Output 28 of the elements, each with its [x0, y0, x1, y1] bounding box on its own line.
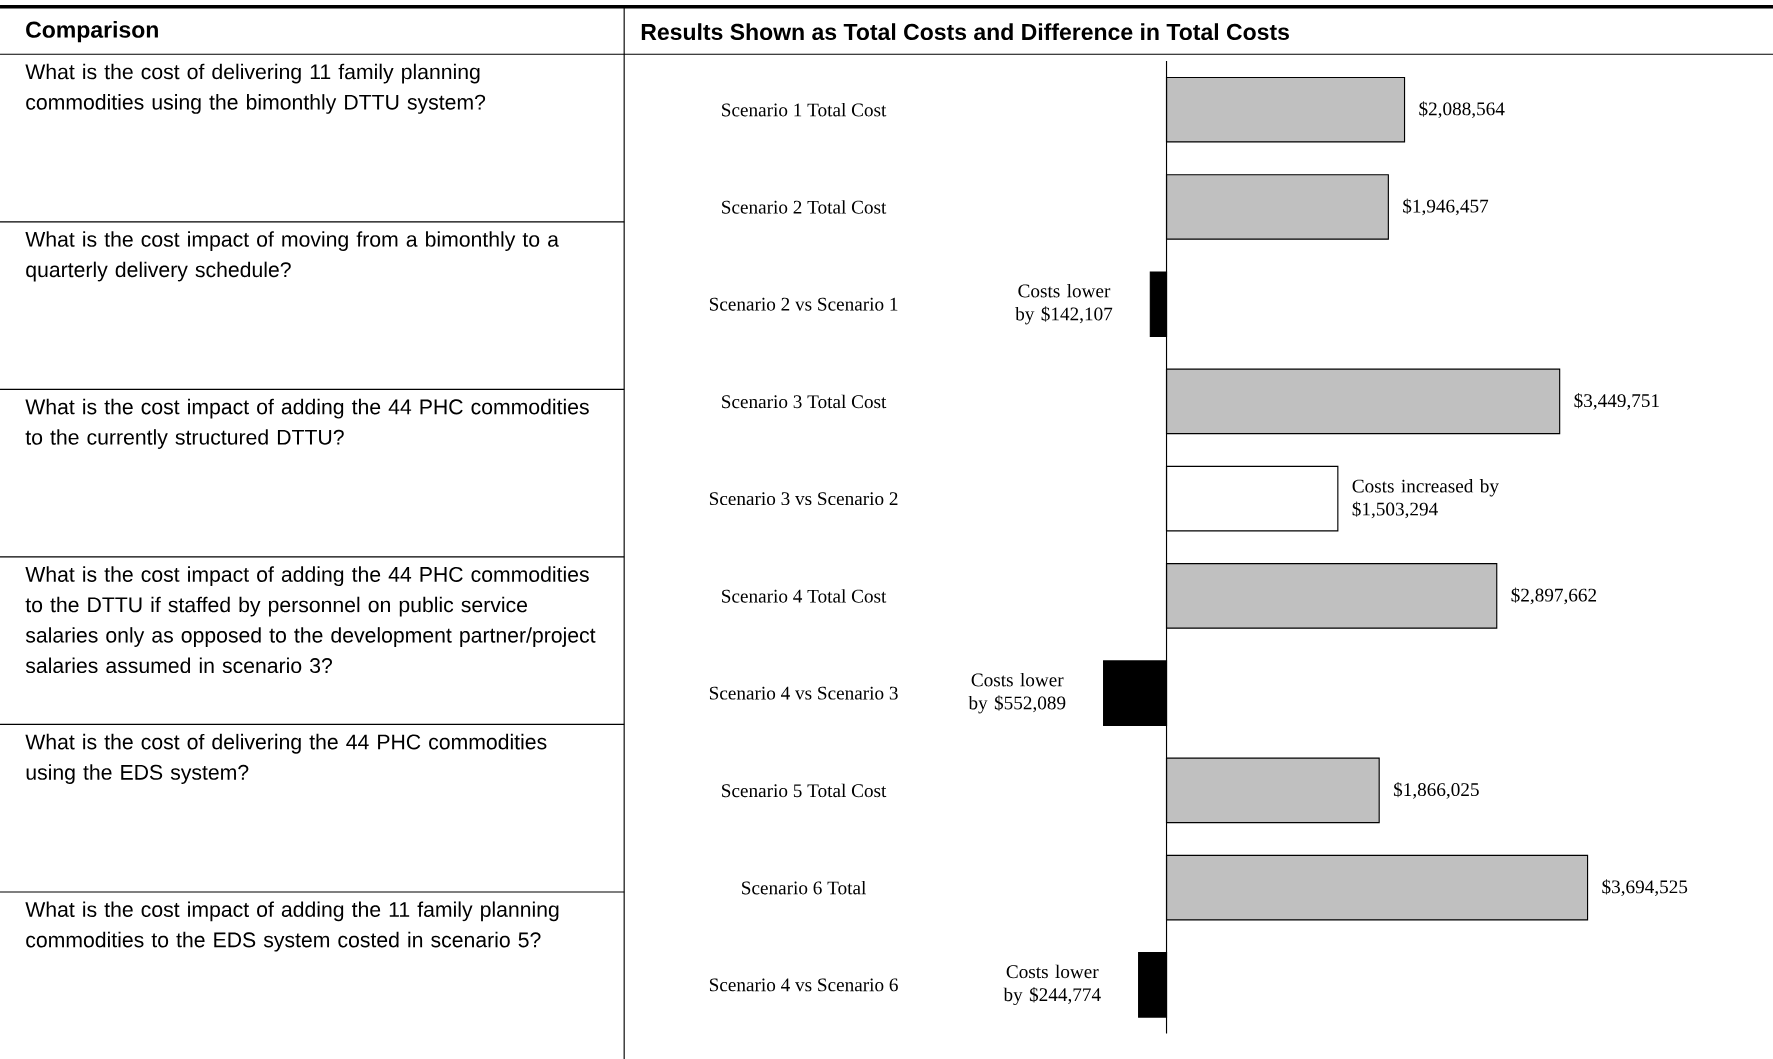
data-label: $1,866,025 — [1393, 781, 1479, 799]
data-label: $3,449,751 — [1574, 392, 1659, 410]
text: What is the cost impact of adding the 44 PHC commodities to the DTTU if staffed by personnel on public service salaries only as opposed to the development partner/project salaries assumed in scenario 3? — [25, 566, 596, 673]
text: What is the cost impact of moving from a bimonthly to a quarterly delivery schedule? — [25, 231, 559, 282]
y-tick-label: Scenario 4 vs Scenario 3 — [709, 686, 898, 700]
data-label: Costs lower by $552,089 — [968, 672, 1066, 714]
y-tick-label: Scenario 2 vs Scenario 1 — [709, 297, 898, 311]
text: What is the cost impact of adding the 11 family planning commodities to the EDS system costed in scenario 5? — [25, 901, 559, 952]
y-tick-label: Scenario 5 Total Cost — [722, 783, 887, 797]
y-tick-label: Scenario 3 Total Cost — [722, 394, 887, 408]
text: Comparison — [26, 20, 158, 43]
chart-title: Results Shown as Total Costs and Difference in Total Costs — [641, 22, 1289, 40]
data-label: Costs lower by $244,774 — [1003, 964, 1101, 1005]
data-label: $1,946,457 — [1403, 198, 1489, 216]
y-tick-label: Scenario 4 Total Cost — [722, 588, 887, 603]
data-label: Costs lower by $142,107 — [1015, 283, 1113, 325]
text: What is the cost of delivering the 44 PHC commodities using the EDS system? — [25, 733, 547, 784]
y-tick-label: Scenario 1 Total Cost — [722, 102, 887, 117]
y-tick-label: Scenario 3 vs Scenario 2 — [709, 491, 898, 505]
data-label: $2,897,662 — [1511, 587, 1597, 605]
y-tick-label: Scenario 4 vs Scenario 6 — [709, 978, 898, 992]
text: What is the cost of delivering 11 family planning commodities using the bimonthly DTTU system? — [25, 63, 486, 114]
data-label: $2,088,564 — [1419, 101, 1505, 118]
y-tick-label: Scenario 2 Total Cost — [722, 199, 887, 214]
text: What is the cost impact of adding the 44 PHC commodities to the currently structured DTTU? — [25, 398, 589, 449]
data-label: $3,694,525 — [1602, 878, 1688, 896]
data-label: Costs increased by $1,503,294 — [1352, 478, 1499, 519]
y-tick-label: Scenario 6 Total — [742, 880, 866, 895]
